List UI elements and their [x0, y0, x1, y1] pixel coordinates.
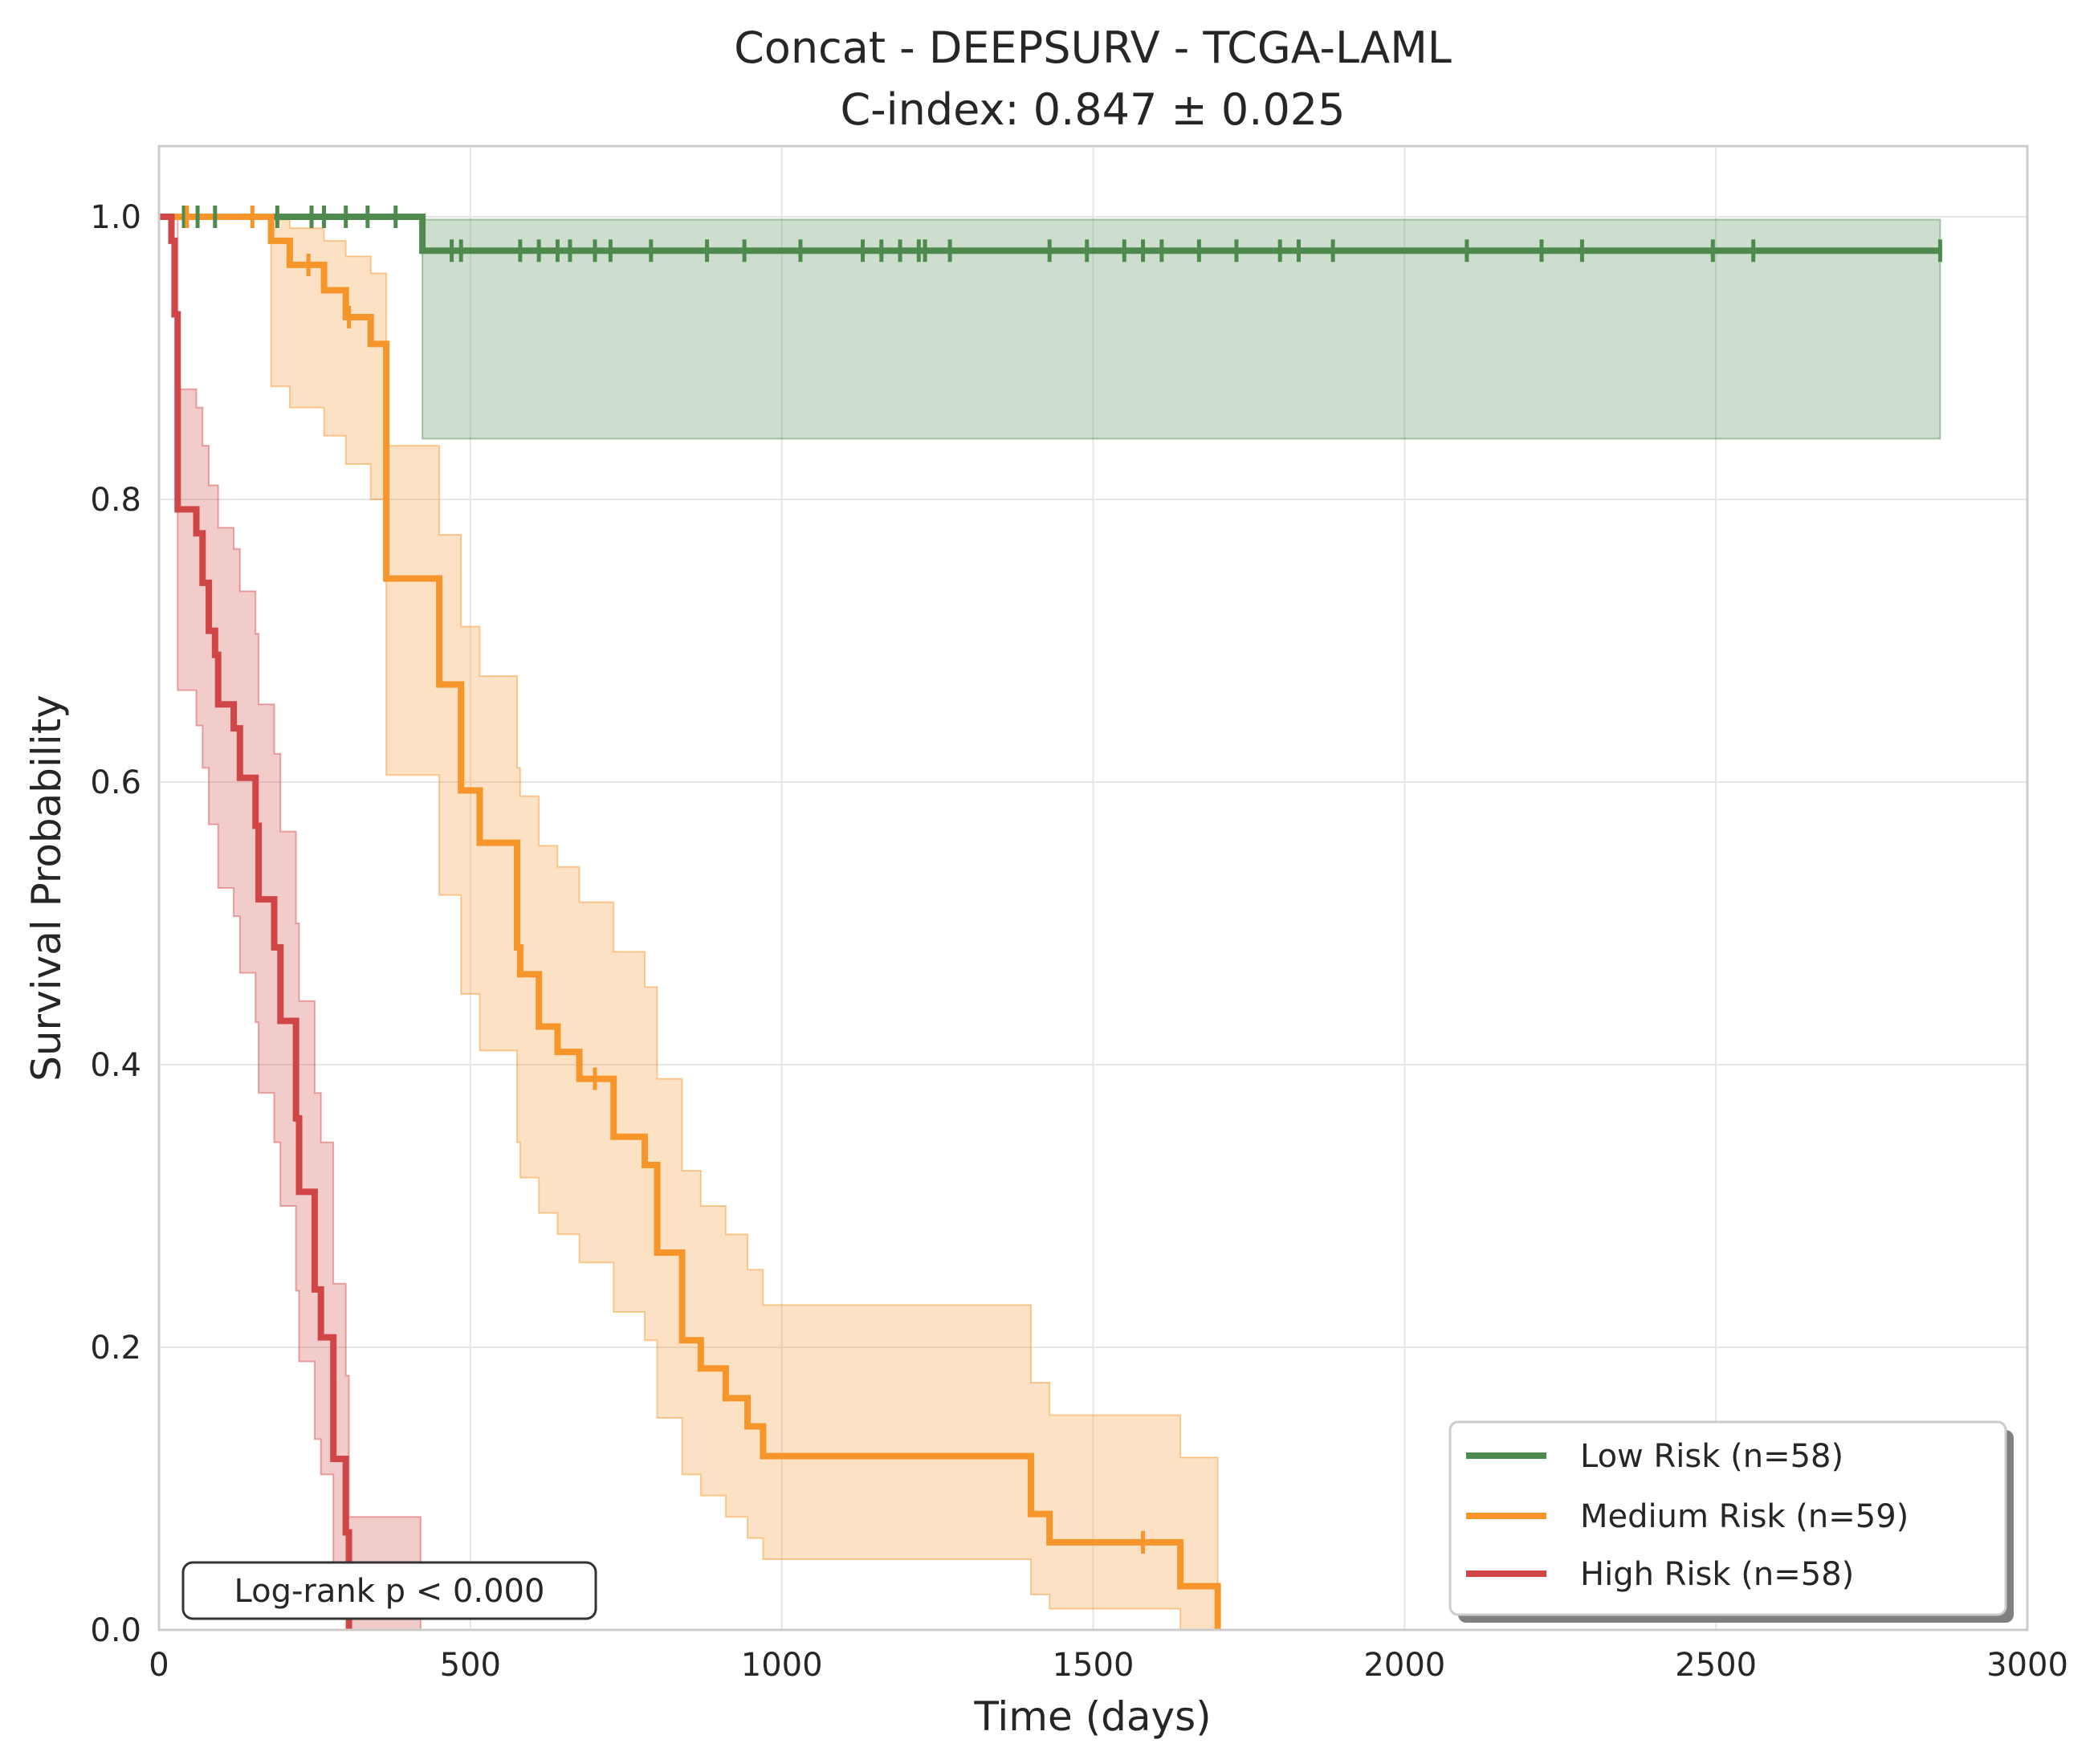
x-tick-label-4: 2000: [1363, 1647, 1445, 1684]
legend-label-medium: Medium Risk (n=59): [1580, 1498, 1909, 1535]
legend-label-low: Low Risk (n=58): [1580, 1438, 1843, 1475]
y-tick-label-2: 0.4: [90, 1047, 141, 1084]
logrank-annotation: Log-rank p < 0.000: [181, 1561, 597, 1620]
y-tick-label-3: 0.6: [90, 764, 141, 801]
axis-ticks: 0 500 1000 1500 2000 2500 3000 0.0 0.2 0.4 0.6 0.8 1…: [90, 199, 2068, 1684]
x-tick-label-2: 1000: [741, 1647, 823, 1684]
annotation-box: [181, 1561, 597, 1620]
x-tick-label-6: 3000: [1986, 1647, 2068, 1684]
legend-label-high: High Risk (n=58): [1580, 1556, 1854, 1593]
plot-frame: [157, 145, 2029, 1632]
confidence-bands: [159, 216, 1941, 1631]
survival-curve-low: [159, 214, 1941, 255]
y-tick-label-1: 0.2: [90, 1330, 141, 1367]
x-axis-label: Time (days): [973, 1693, 1211, 1740]
survival-curves: [159, 214, 1941, 1630]
y-tick-label-5: 1.0: [90, 199, 141, 236]
x-tick-label-3: 1500: [1053, 1647, 1135, 1684]
survival-curve-medium: [159, 214, 1221, 1630]
legend-box: [1448, 1420, 2007, 1616]
y-tick-label-0: 0.0: [90, 1612, 141, 1649]
censor-markers: [181, 206, 1942, 1554]
ci-band-medium: [159, 216, 1219, 1631]
y-tick-label-4: 0.8: [90, 482, 141, 519]
y-axis-label: Survival Probability: [23, 695, 70, 1082]
chart-subtitle: C-index: 0.847 ± 0.025: [840, 84, 1345, 135]
x-tick-label-1: 500: [440, 1647, 501, 1684]
x-tick-label-0: 0: [149, 1647, 169, 1684]
x-tick-label-5: 2500: [1675, 1647, 1757, 1684]
chart-title: Concat - DEEPSURV - TCGA-LAML: [734, 22, 1452, 73]
survival-curve-high: [159, 214, 352, 1630]
legend: Low Risk (n=58) Medium Risk (n=59) High …: [1448, 1420, 2014, 1623]
annotation-text: Log-rank p < 0.000: [234, 1573, 545, 1610]
